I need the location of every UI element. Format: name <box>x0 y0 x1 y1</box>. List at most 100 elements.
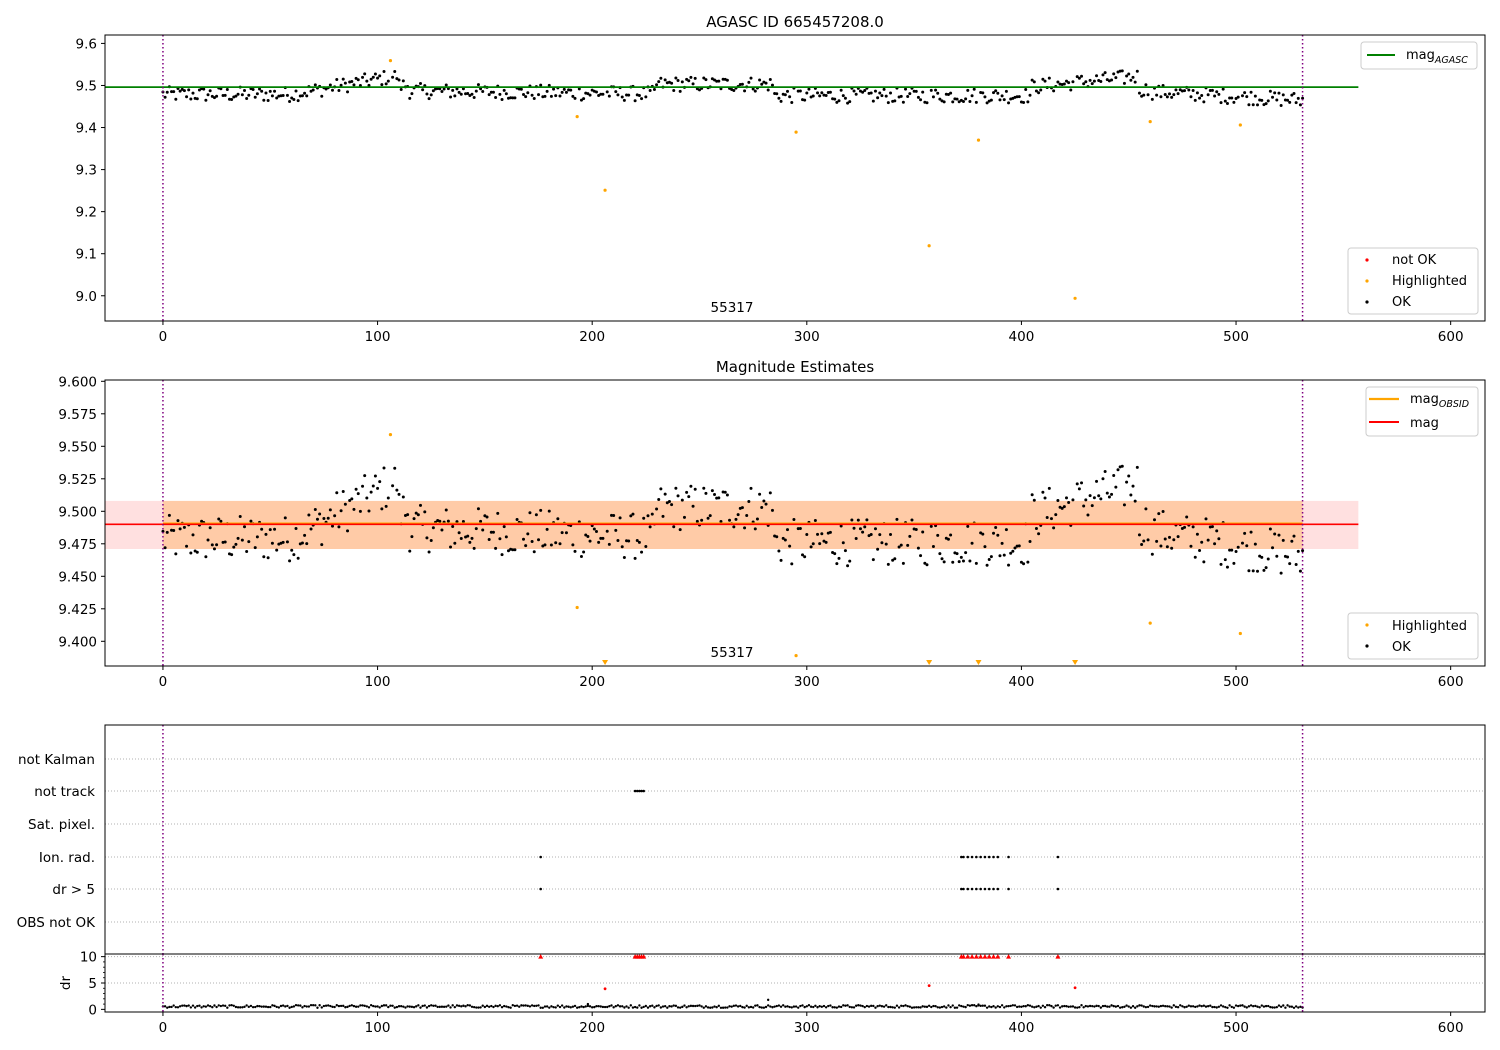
ok-point <box>461 520 465 524</box>
ok-point <box>663 492 667 496</box>
dr-point <box>408 1005 411 1008</box>
ok-point <box>406 513 410 517</box>
ok-point <box>1103 71 1107 75</box>
ok-point <box>695 519 699 523</box>
ok-point <box>1206 538 1210 542</box>
dr-point <box>953 1006 957 1009</box>
ok-point <box>371 484 375 488</box>
ok-point <box>376 486 380 490</box>
ok-point <box>865 518 869 522</box>
dr-point <box>1299 1005 1302 1009</box>
dr-point <box>1166 1005 1169 1008</box>
ok-point <box>1157 512 1161 516</box>
dr-point <box>878 1004 881 1007</box>
dr-point <box>320 1006 323 1009</box>
ok-point <box>764 502 768 506</box>
agasc-legend-lower: not OK Highlighted OK <box>1347 247 1479 315</box>
ok-point <box>225 87 229 91</box>
dr-point <box>1069 1005 1072 1008</box>
dr-point <box>792 1005 796 1008</box>
ok-point <box>816 91 820 95</box>
dr-point <box>1024 1005 1027 1008</box>
dr-point <box>897 1006 901 1009</box>
legend-label-ok: OK <box>1392 295 1411 310</box>
ok-point <box>856 518 860 522</box>
dr-point <box>618 1005 622 1008</box>
ok-point <box>515 518 519 522</box>
dr-point <box>329 1004 332 1008</box>
x-tick-label: 0 <box>159 674 168 690</box>
dr-point <box>193 1006 197 1009</box>
flag-point <box>1056 887 1060 891</box>
dr-point <box>788 1005 791 1009</box>
ok-point <box>191 533 195 537</box>
ok-point <box>1260 555 1264 559</box>
dr-point <box>412 1006 416 1009</box>
dr-point <box>1144 1005 1148 1009</box>
dr-point <box>1187 1004 1191 1007</box>
ok-point <box>315 517 319 521</box>
dr-point <box>906 1004 909 1008</box>
ok-point <box>260 89 264 93</box>
ok-point <box>537 538 541 542</box>
dr-point <box>666 1006 669 1009</box>
ok-point <box>363 474 367 478</box>
dr-point <box>638 1004 641 1007</box>
dr-point <box>915 1006 918 1009</box>
ok-point <box>1294 562 1298 566</box>
ok-point <box>779 558 783 562</box>
ok-point <box>1236 545 1240 549</box>
ok-point <box>1152 518 1156 522</box>
ok-point <box>904 87 908 91</box>
dr-point <box>668 1005 671 1008</box>
dr-point <box>1121 1006 1124 1009</box>
y-tick-label: 9.1 <box>76 247 97 263</box>
dr-point <box>927 1004 931 1008</box>
ok-point <box>513 548 517 552</box>
ok-point <box>1170 95 1174 99</box>
dr-point <box>711 1006 714 1009</box>
ok-point <box>526 91 530 95</box>
dr-point <box>960 1004 963 1008</box>
dr-point <box>554 1006 557 1009</box>
dr-point <box>717 1004 721 1008</box>
ok-point <box>457 90 461 94</box>
ok-point <box>1168 92 1172 96</box>
dr-point <box>228 1004 231 1007</box>
ok-point <box>1043 79 1047 83</box>
ok-point <box>524 95 528 99</box>
ok-point <box>470 536 474 540</box>
ok-point <box>616 538 620 542</box>
x-tick-label: 300 <box>794 329 820 345</box>
dr-outlier-point <box>977 1003 980 1006</box>
ok-point <box>573 549 577 553</box>
ok-point <box>1256 103 1260 107</box>
dr-point <box>949 1005 952 1009</box>
ok-point <box>1013 546 1017 550</box>
highlighted-point <box>927 244 931 248</box>
dr-point <box>590 1006 594 1009</box>
dr-point <box>612 1006 615 1009</box>
ok-point <box>906 94 910 98</box>
ok-point <box>1163 537 1167 541</box>
ok-point <box>723 490 727 494</box>
highlighted-point <box>603 188 607 192</box>
dr-point <box>185 1004 188 1008</box>
ok-point <box>631 512 635 516</box>
ok-point <box>790 562 794 566</box>
ok-point <box>798 526 802 530</box>
ok-point <box>745 514 749 518</box>
ok-point <box>1064 496 1068 500</box>
dr-point <box>436 1005 439 1009</box>
ok-point <box>476 83 480 87</box>
ok-point <box>1195 532 1199 536</box>
ok-point <box>725 493 729 497</box>
ok-point <box>734 517 738 521</box>
ok-point <box>957 560 961 564</box>
ok-point <box>414 511 418 515</box>
ok-point <box>803 555 807 559</box>
dr-point <box>623 1006 626 1009</box>
ok-point <box>352 83 356 87</box>
ok-point <box>740 506 744 510</box>
ok-point <box>811 542 815 546</box>
